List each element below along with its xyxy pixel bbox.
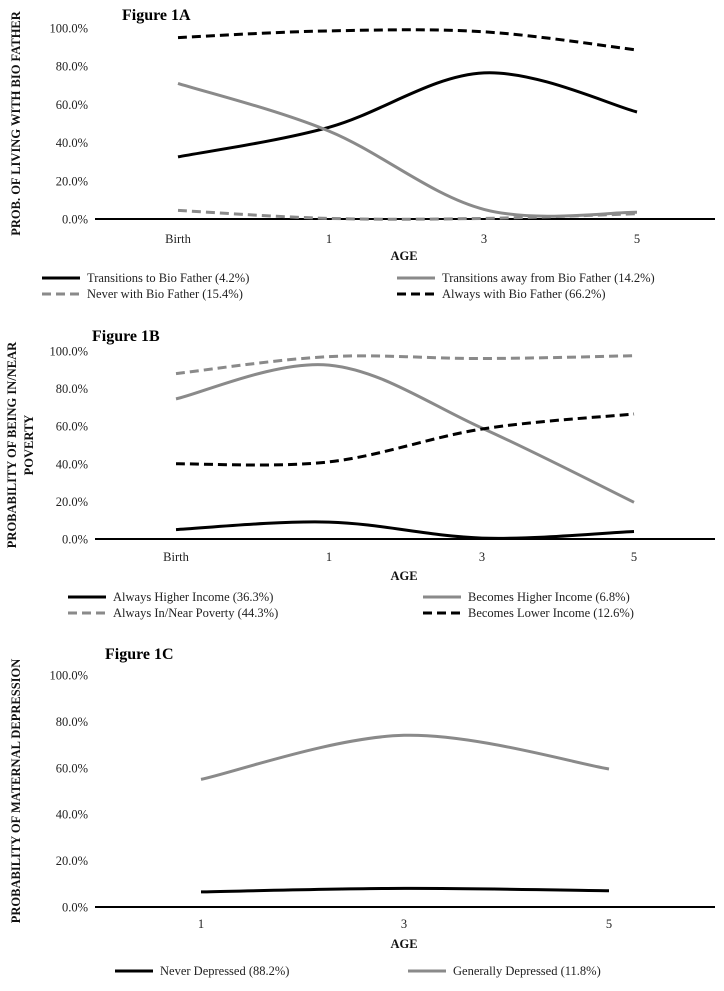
legend-label: Always with Bio Father (66.2%) bbox=[442, 287, 606, 301]
y-tick-label: 100.0% bbox=[49, 22, 88, 36]
y-tick-label: 0.0% bbox=[62, 213, 88, 227]
series-line bbox=[177, 81, 638, 218]
y-tick-label: 20.0% bbox=[56, 854, 88, 868]
legend-label: Generally Depressed (11.8%) bbox=[453, 964, 601, 978]
x-tick-label: 1 bbox=[198, 917, 204, 931]
chart-title: Figure 1A bbox=[122, 7, 191, 24]
y-tick-label: 100.0% bbox=[49, 669, 88, 683]
legend-label: Becomes Lower Income (12.6%) bbox=[468, 606, 634, 620]
y-tick-label: 20.0% bbox=[56, 495, 88, 509]
y-tick-label: 80.0% bbox=[56, 715, 88, 729]
x-tick-label: Birth bbox=[163, 550, 189, 564]
y-tick-label: 100.0% bbox=[49, 345, 88, 359]
legend-label: Always Higher Income (36.3%) bbox=[113, 590, 273, 604]
series-line bbox=[177, 71, 638, 159]
chart-title: Figure 1B bbox=[92, 328, 160, 345]
x-tick-label: 1 bbox=[326, 550, 332, 564]
y-tick-label: 80.0% bbox=[56, 60, 88, 74]
y-tick-label: 40.0% bbox=[56, 136, 88, 150]
y-tick-label: 0.0% bbox=[62, 533, 88, 547]
x-tick-label: 5 bbox=[606, 917, 612, 931]
legend-label: Always In/Near Poverty (44.3%) bbox=[113, 606, 278, 620]
y-tick-label: 60.0% bbox=[56, 420, 88, 434]
y-axis-title: POVERTY bbox=[22, 415, 36, 476]
x-tick-label: 1 bbox=[326, 232, 332, 246]
legend-label: Transitions away from Bio Father (14.2%) bbox=[442, 271, 655, 285]
legend-label: Transitions to Bio Father (4.2%) bbox=[87, 271, 249, 285]
series-line bbox=[200, 886, 610, 894]
figure-1b: Figure 1B 100.0% 80.0% 60.0% 40.0% 20.0% 0.0% P… bbox=[5, 328, 715, 620]
y-axis-title: PROB. OF LIVING WITH BIO FATHER bbox=[9, 10, 23, 236]
x-tick-label: 5 bbox=[634, 232, 640, 246]
y-tick-label: 0.0% bbox=[62, 901, 88, 915]
series-line bbox=[177, 28, 638, 52]
legend-label: Never with Bio Father (15.4%) bbox=[87, 287, 243, 301]
legend-label: Becomes Higher Income (6.8%) bbox=[468, 590, 630, 604]
y-tick-label: 40.0% bbox=[56, 808, 88, 822]
figure-1c: Figure 1C 100.0% 80.0% 60.0% 40.0% 20.0% 0.0% P… bbox=[9, 646, 715, 978]
y-axis-title: PROBABILITY OF BEING IN/NEAR bbox=[5, 341, 19, 548]
y-tick-label: 40.0% bbox=[56, 457, 88, 471]
y-tick-label: 80.0% bbox=[56, 382, 88, 396]
series-line bbox=[175, 363, 635, 504]
series-line bbox=[175, 354, 635, 376]
figure-1a: Figure 1A 100.0% 80.0% 60.0% 40.0% 20.0% 0.0% P… bbox=[9, 7, 715, 301]
x-tick-label: 5 bbox=[631, 550, 637, 564]
y-tick-label: 60.0% bbox=[56, 98, 88, 112]
x-axis-title: AGE bbox=[390, 569, 417, 583]
chart-title: Figure 1C bbox=[105, 646, 174, 663]
x-tick-label: 3 bbox=[479, 550, 485, 564]
series-line bbox=[177, 208, 638, 221]
x-tick-label: Birth bbox=[165, 232, 191, 246]
x-axis-title: AGE bbox=[390, 937, 417, 951]
x-tick-label: 3 bbox=[401, 917, 407, 931]
series-line bbox=[200, 733, 610, 781]
x-axis-title: AGE bbox=[390, 249, 417, 263]
series-line bbox=[175, 520, 635, 540]
x-tick-label: 3 bbox=[481, 232, 487, 246]
legend-label: Never Depressed (88.2%) bbox=[160, 964, 289, 978]
y-tick-label: 20.0% bbox=[56, 174, 88, 188]
series-line bbox=[175, 412, 635, 467]
y-tick-label: 60.0% bbox=[56, 761, 88, 775]
y-axis-title: PROBABILITY OF MATERNAL DEPRESSION bbox=[9, 659, 23, 924]
